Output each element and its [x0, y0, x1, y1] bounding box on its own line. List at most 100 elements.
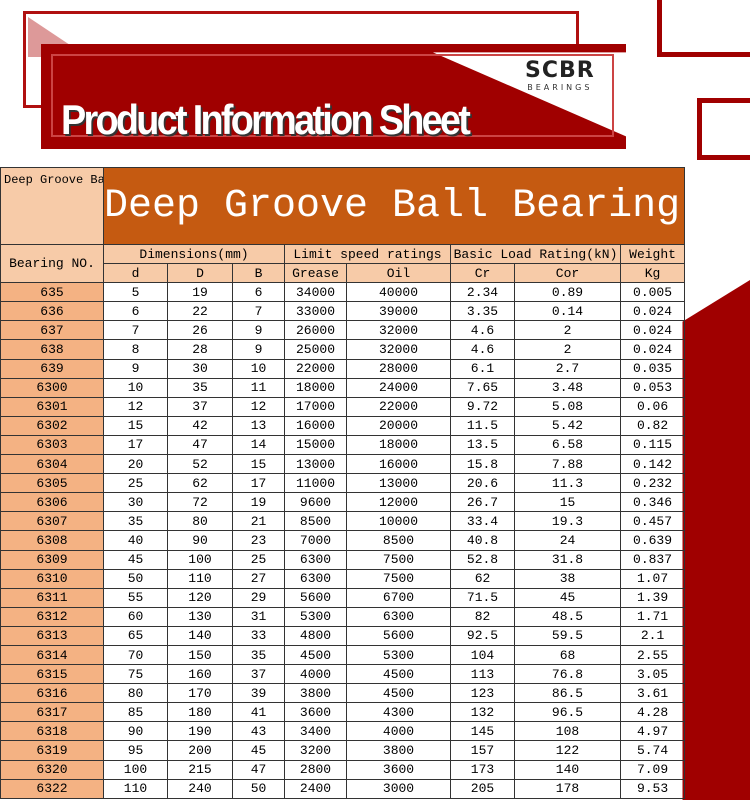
- page-title: Product Information Sheet: [61, 96, 471, 143]
- table-cell: 13.5: [450, 434, 515, 456]
- table-cell: 62: [167, 473, 233, 494]
- table-cell: 215: [167, 759, 233, 780]
- table-cell: 2400: [284, 778, 347, 799]
- bearing-number: 6308: [0, 530, 104, 551]
- table-cell: 0.457: [619, 511, 686, 532]
- table-cell: 43: [232, 721, 285, 742]
- table-cell: 80: [103, 683, 168, 704]
- table-cell: 27: [232, 568, 285, 589]
- column-header: Cor: [514, 263, 621, 284]
- table-cell: 90: [103, 721, 168, 742]
- table-cell: 41: [232, 702, 285, 723]
- group-header: Basic Load Rating(kN): [450, 243, 621, 265]
- bearing-number: 6320: [0, 759, 104, 780]
- table-cell: 5600: [346, 625, 451, 646]
- table-cell: 7: [103, 320, 168, 341]
- column-header: D: [167, 263, 233, 284]
- group-header: Dimensions(mm): [103, 243, 285, 265]
- table-row: 6322 110 240 50 2400 3000 205 178 9.53: [0, 778, 686, 799]
- table-row: 6313 65 140 33 4800 5600 92.5 59.5 2.1: [0, 625, 686, 646]
- table-cell: 6.1: [450, 358, 515, 379]
- table-cell: 9.72: [450, 396, 515, 417]
- table-cell: 32000: [346, 320, 451, 341]
- table-cell: 8: [103, 339, 168, 360]
- table-row: 6318 90 190 43 3400 4000 145 108 4.97: [0, 721, 686, 742]
- table-cell: 8500: [284, 511, 347, 532]
- table-cell: 3.48: [514, 377, 621, 398]
- table-cell: 32000: [346, 339, 451, 360]
- table-cell: 19: [167, 282, 233, 303]
- table-cell: 2.34: [450, 282, 515, 303]
- table-cell: 3600: [346, 759, 451, 780]
- table-cell: 5.08: [514, 396, 621, 417]
- table-cell: 11.5: [450, 415, 515, 436]
- table-cell: 13000: [284, 454, 347, 475]
- table-cell: 52: [167, 454, 233, 475]
- table-title: Deep Groove Ball Bearing: [102, 167, 686, 245]
- table-cell: 150: [167, 644, 233, 666]
- table-row: 6308 40 90 23 7000 8500 40.8 24 0.639: [0, 530, 686, 551]
- table-row: 635 5 19 6 34000 40000 2.34 0.89 0.005: [0, 282, 686, 303]
- table-cell: 5600: [284, 587, 347, 608]
- table-cell: 1.39: [619, 587, 686, 608]
- table-cell: 3.35: [450, 301, 515, 322]
- bearing-number: 6305: [0, 473, 104, 494]
- table-cell: 34000: [284, 282, 347, 303]
- table-cell: 13000: [346, 473, 451, 494]
- table-cell: 0.024: [619, 339, 686, 360]
- table-cell: 40.8: [450, 530, 515, 551]
- table-row: 6304 20 52 15 13000 16000 15.8 7.88 0.142: [0, 454, 686, 475]
- table-cell: 35: [103, 511, 168, 532]
- table-cell: 17000: [284, 396, 347, 417]
- table-cell: 108: [514, 721, 621, 742]
- bearing-number: 635: [0, 282, 104, 303]
- table-cell: 25: [103, 473, 168, 494]
- column-header: Grease: [284, 263, 347, 284]
- table-cell: 39: [232, 683, 285, 704]
- table-cell: 205: [450, 778, 515, 799]
- table-cell: 3000: [346, 778, 451, 799]
- bearing-number: 6302: [0, 415, 104, 436]
- table-row: 6316 80 170 39 3800 4500 123 86.5 3.61: [0, 683, 686, 704]
- table-cell: 22000: [284, 358, 347, 379]
- table-cell: 17: [103, 434, 168, 456]
- table-cell: 18000: [284, 377, 347, 398]
- table-cell: 0.024: [619, 301, 686, 322]
- table-cell: 2: [514, 339, 621, 360]
- table-cell: 3800: [346, 740, 451, 761]
- table-cell: 6700: [346, 587, 451, 608]
- table-cell: 4500: [284, 644, 347, 666]
- column-header: Cr: [450, 263, 515, 284]
- table-row: 6306 30 72 19 9600 12000 26.7 15 0.346: [0, 492, 686, 513]
- table-cell: 4000: [284, 664, 347, 685]
- table-cell: 123: [450, 683, 515, 704]
- table-cell: 40: [103, 530, 168, 551]
- table-cell: 20.6: [450, 473, 515, 494]
- table-cell: 0.053: [619, 377, 686, 398]
- column-header: Kg: [619, 263, 686, 284]
- table-cell: 240: [167, 778, 233, 799]
- table-row: 6309 45 100 25 6300 7500 52.8 31.8 0.837: [0, 549, 686, 570]
- table-cell: 7.09: [619, 759, 686, 780]
- table-cell: 173: [450, 759, 515, 780]
- table-cell: 6300: [284, 549, 347, 570]
- table-cell: 72: [167, 492, 233, 513]
- bearing-number: 6304: [0, 454, 104, 475]
- table-row: 6303 17 47 14 15000 18000 13.5 6.58 0.115: [0, 434, 686, 456]
- table-cell: 42: [167, 415, 233, 436]
- table-cell: 4000: [346, 721, 451, 742]
- table-cell: 45: [103, 549, 168, 570]
- table-row: 6317 85 180 41 3600 4300 132 96.5 4.28: [0, 702, 686, 723]
- table-cell: 35: [167, 377, 233, 398]
- table-cell: 157: [450, 740, 515, 761]
- group-header: Limit speed ratings: [284, 243, 451, 265]
- table-cell: 10000: [346, 511, 451, 532]
- table-cell: 178: [514, 778, 621, 799]
- table-cell: 2: [514, 320, 621, 341]
- table-cell: 110: [167, 568, 233, 589]
- table-cell: 0.639: [619, 530, 686, 551]
- table-row: 6302 15 42 13 16000 20000 11.5 5.42 0.82: [0, 415, 686, 436]
- bearing-number: 638: [0, 339, 104, 360]
- table-cell: 132: [450, 702, 515, 723]
- table-cell: 113: [450, 664, 515, 685]
